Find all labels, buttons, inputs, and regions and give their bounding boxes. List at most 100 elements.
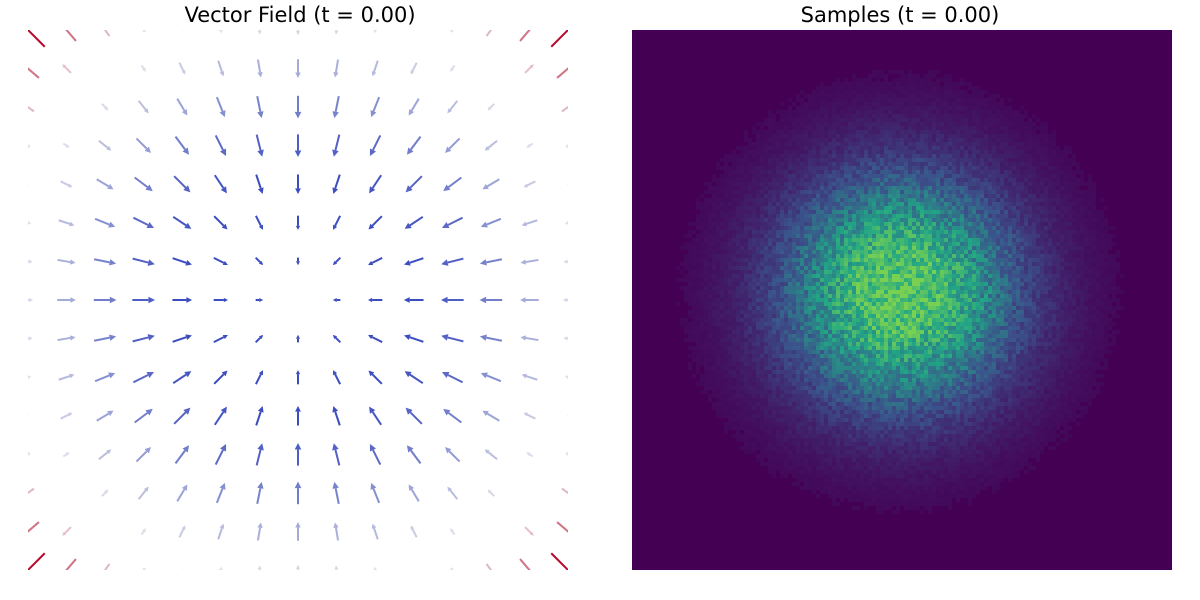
field-arrow <box>213 370 228 385</box>
field-arrow <box>479 296 503 304</box>
field-arrow <box>137 486 149 500</box>
field-arrow <box>178 525 186 538</box>
field-arrow <box>550 552 568 570</box>
field-arrow <box>443 408 462 424</box>
field-arrow <box>172 257 192 266</box>
samples-title: Samples (t = 0.00) <box>800 3 1000 27</box>
field-arrow <box>369 134 382 157</box>
field-arrow <box>142 30 147 33</box>
field-arrow <box>98 449 112 461</box>
field-arrow <box>295 215 301 231</box>
field-arrow <box>174 445 190 464</box>
field-arrow <box>57 297 76 303</box>
field-arrow <box>294 481 302 505</box>
field-arrow <box>556 521 568 533</box>
field-arrow <box>255 174 264 194</box>
field-arrow <box>332 406 341 426</box>
field-arrow <box>332 443 341 466</box>
field-arrow <box>57 335 76 342</box>
field-arrow <box>213 174 227 194</box>
samples-heatmap <box>632 30 1172 570</box>
field-arrow <box>60 180 73 188</box>
field-arrow <box>140 64 146 72</box>
field-arrow <box>332 174 341 194</box>
field-arrow <box>255 298 264 302</box>
field-arrow <box>440 296 464 304</box>
field-arrow <box>485 30 493 37</box>
field-arrow <box>526 452 534 458</box>
field-arrow <box>405 175 423 193</box>
field-arrow <box>450 64 456 72</box>
field-arrow <box>443 176 462 192</box>
field-arrow <box>371 523 379 540</box>
field-arrow <box>28 336 33 341</box>
field-arrow <box>256 481 264 505</box>
field-arrow <box>373 566 378 570</box>
field-arrow <box>523 180 536 188</box>
field-arrow <box>172 297 193 303</box>
field-arrow <box>445 447 461 463</box>
field-arrow <box>370 96 381 118</box>
field-arrow <box>556 67 568 79</box>
field-arrow <box>103 563 111 570</box>
field-arrow <box>295 174 301 195</box>
field-arrow <box>413 568 415 570</box>
field-arrow <box>413 30 415 32</box>
field-arrow <box>565 451 568 456</box>
field-arrow <box>449 567 454 570</box>
field-arrow <box>295 522 301 541</box>
field-arrow <box>441 334 464 343</box>
field-arrow <box>441 257 464 266</box>
field-arrow <box>526 142 534 148</box>
field-arrow <box>172 215 192 229</box>
field-arrow <box>217 60 225 77</box>
field-arrow <box>296 334 300 343</box>
field-arrow <box>62 526 72 536</box>
field-arrow <box>333 370 342 385</box>
field-arrow <box>28 67 40 79</box>
field-arrow <box>101 103 109 111</box>
field-arrow <box>28 30 46 48</box>
field-arrow <box>332 256 342 266</box>
field-arrow <box>103 30 111 37</box>
field-arrow <box>404 215 424 229</box>
field-arrow <box>403 297 424 303</box>
field-arrow <box>176 98 188 116</box>
field-arrow <box>28 375 32 380</box>
field-arrow <box>295 369 301 385</box>
field-arrow <box>369 406 383 426</box>
field-arrow <box>480 372 502 383</box>
field-arrow <box>561 487 568 495</box>
field-arrow <box>213 406 227 426</box>
field-arrow <box>373 30 378 34</box>
field-arrow <box>60 412 73 420</box>
field-arrow <box>523 412 536 420</box>
field-arrow <box>405 407 423 425</box>
field-arrow <box>176 484 188 502</box>
field-arrow <box>296 30 300 36</box>
field-arrow <box>134 408 153 424</box>
sample-density <box>676 70 1124 514</box>
field-arrow <box>57 258 76 265</box>
field-arrow <box>257 30 262 35</box>
field-arrow <box>445 137 461 153</box>
field-arrow <box>563 336 568 341</box>
field-arrow <box>215 96 226 118</box>
field-arrow <box>58 219 75 227</box>
field-arrow <box>132 296 156 304</box>
field-arrow <box>135 447 151 463</box>
field-arrow <box>370 482 381 504</box>
field-arrow <box>296 564 300 570</box>
field-arrow <box>484 449 498 461</box>
field-arrow <box>28 105 35 113</box>
field-arrow <box>96 410 114 422</box>
field-arrow <box>28 415 30 417</box>
field-arrow <box>519 558 531 570</box>
field-arrow <box>408 98 420 116</box>
field-arrow <box>441 371 464 384</box>
field-arrow <box>173 407 191 425</box>
field-arrow <box>550 30 568 48</box>
field-arrow <box>521 373 538 381</box>
field-arrow <box>566 183 568 185</box>
field-arrow <box>28 487 35 495</box>
